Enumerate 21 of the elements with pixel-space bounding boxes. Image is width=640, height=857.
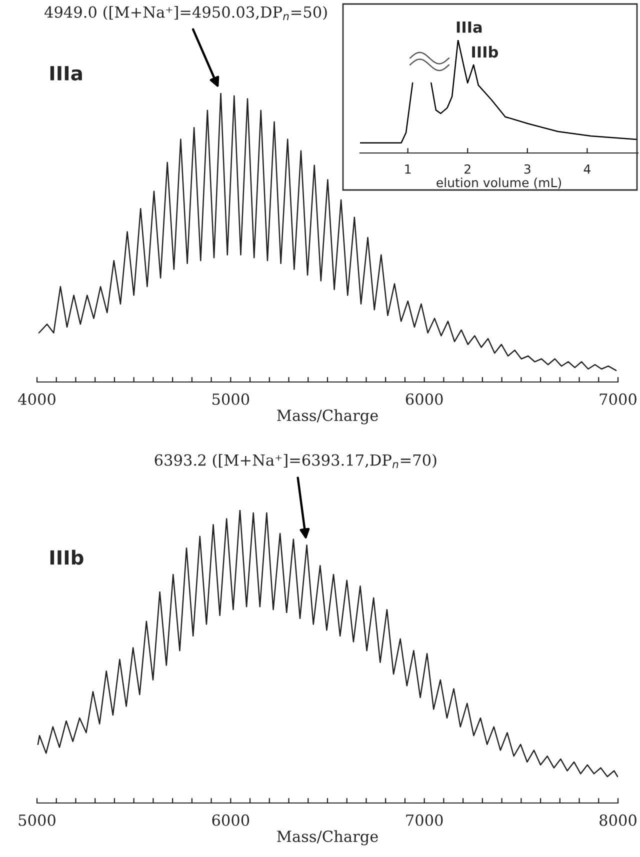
x-axis-title: Mass/Charge: [277, 409, 378, 424]
annotation: IIIa: [456, 22, 482, 33]
x-tick-label: 6000: [406, 393, 443, 405]
chart-title: IIIa: [50, 66, 82, 81]
x-tick-label: 3: [524, 164, 530, 174]
x-tick-label: 7000: [406, 814, 443, 826]
x-tick-label: 8000: [600, 814, 636, 826]
x-tick-label: 4000: [18, 393, 56, 405]
x-axis-title: Mass/Charge: [277, 830, 378, 846]
x-tick-label: 1: [405, 164, 411, 174]
x-tick-label: 6000: [212, 814, 250, 826]
x-tick-label: 2: [464, 164, 470, 174]
text: IIIb: [50, 550, 84, 565]
x-tick-label: 5000: [212, 393, 250, 405]
x-tick-label: 5000: [18, 814, 56, 826]
x-axis-title: elution volume (mL): [436, 178, 562, 189]
x-tick-label: 4: [584, 164, 590, 174]
x-tick-label: 7000: [600, 393, 636, 405]
annotation: IIIb: [472, 46, 498, 58]
annotation: 6393.2 ([M+Na⁺]=6393.17,DP$_{n}$=70): [154, 454, 436, 468]
annotation: 4949.0 ([M+Na⁺]=4950.03,DP$_{n}$=50): [44, 6, 327, 20]
